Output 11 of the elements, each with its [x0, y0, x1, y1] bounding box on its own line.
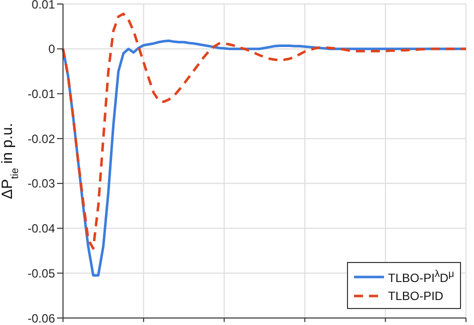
y-tick-label: -0.05	[28, 266, 56, 280]
legend-label: TLBO-PID	[388, 288, 444, 305]
y-tick-label: -0.03	[28, 176, 56, 191]
y-tick-label: 0	[48, 42, 56, 56]
y-tick-label: -0.02	[28, 132, 56, 146]
line-series	[62, 12, 468, 250]
legend-label: TLBO-PI$^{λ}$D$^{μ}$	[388, 268, 454, 287]
y-tick-label: -0.01	[28, 86, 56, 101]
y-tick-label: -0.04	[28, 222, 56, 236]
y-tick-label: 0.01	[32, 0, 56, 12]
y-tick-label: -0.06	[28, 311, 56, 325]
